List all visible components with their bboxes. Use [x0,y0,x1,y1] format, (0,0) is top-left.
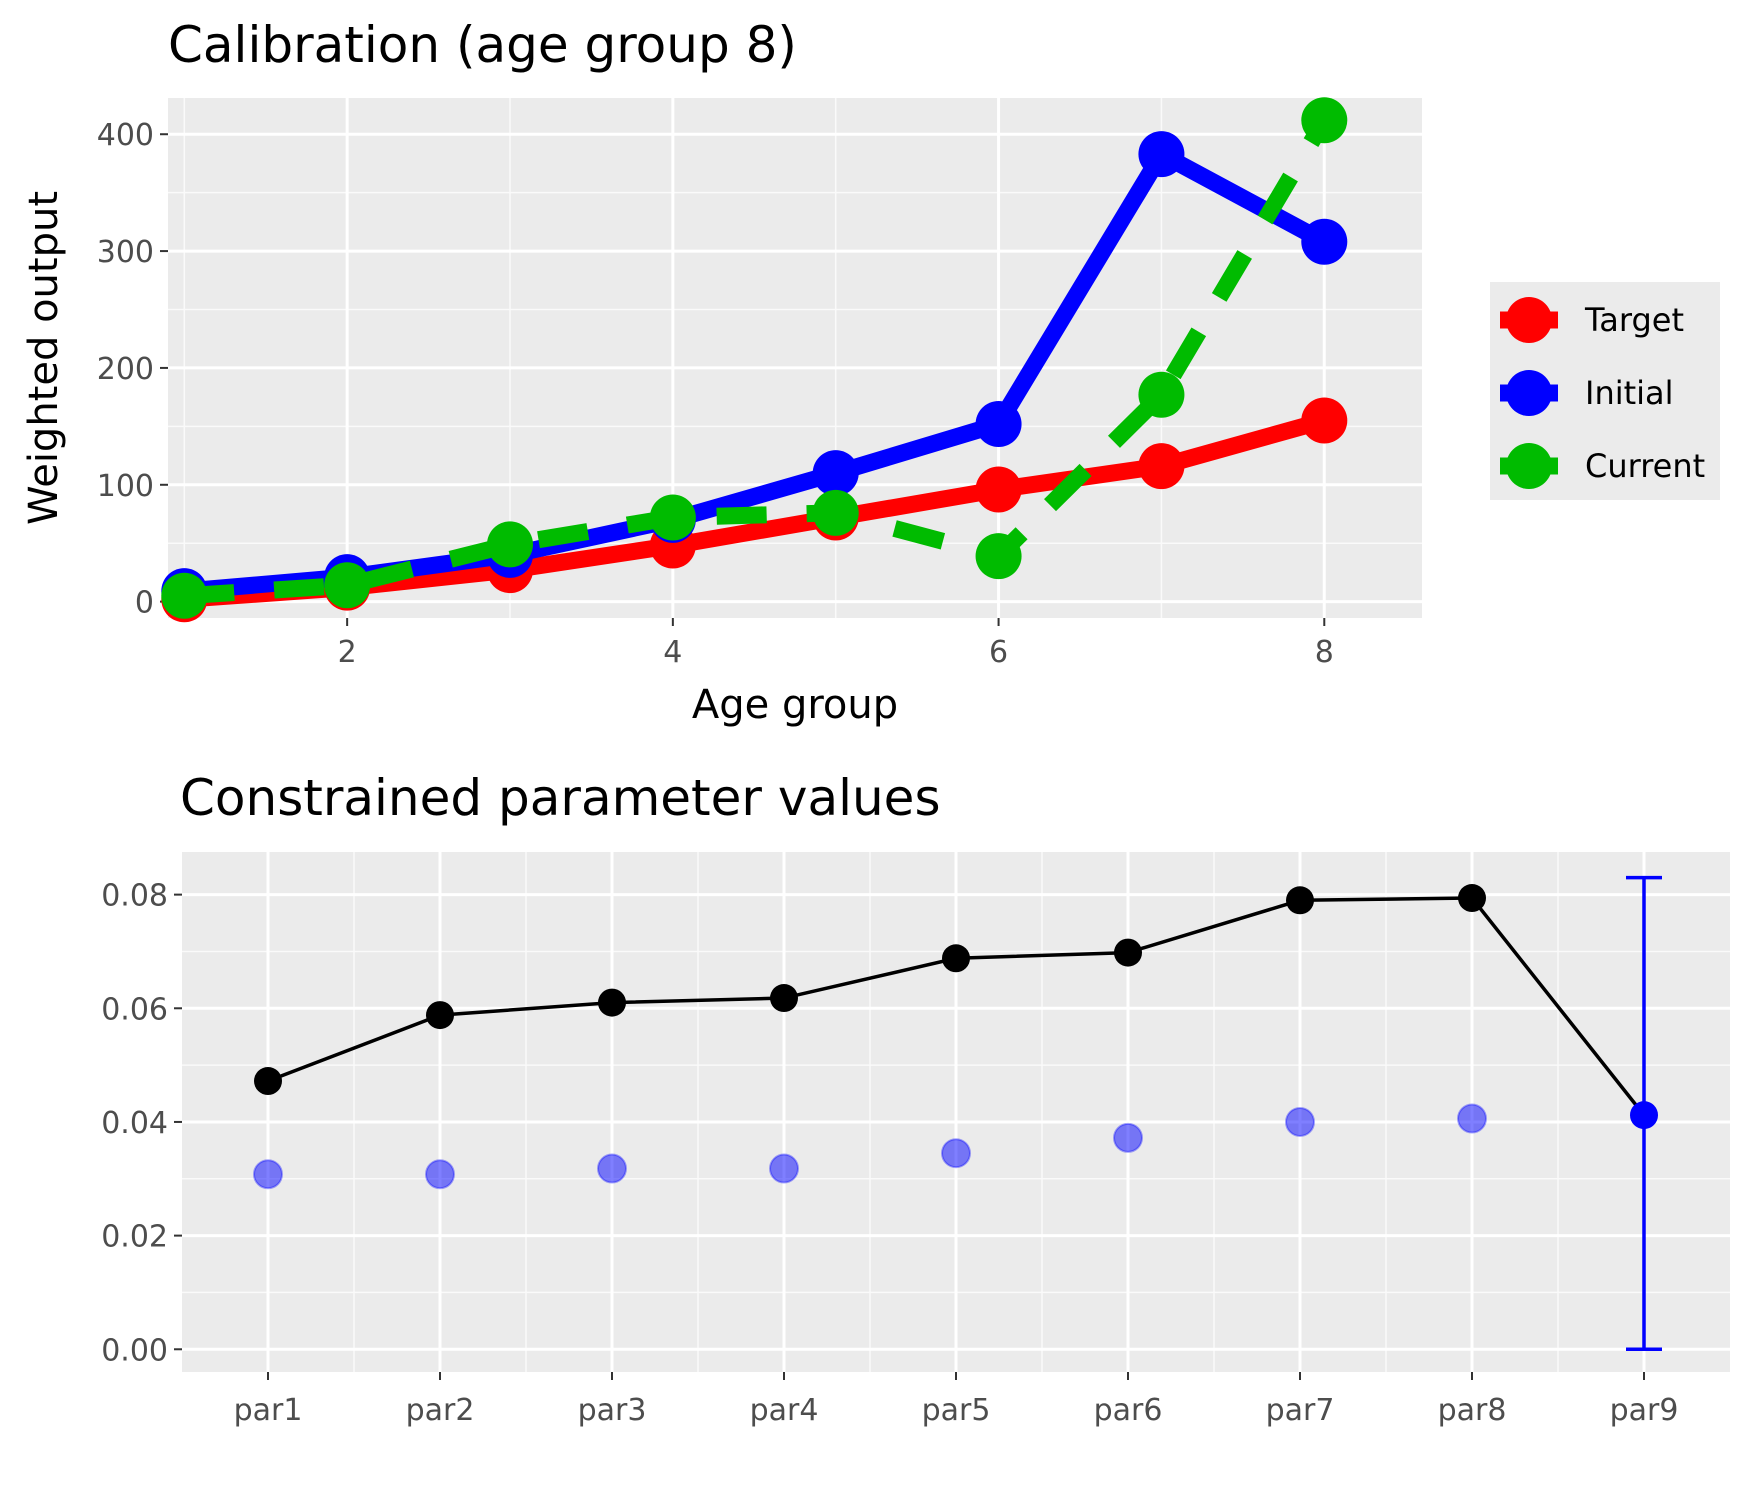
y-tick-label: 0 [135,586,154,621]
initial-value-point [425,1159,455,1190]
estimate-point [942,944,970,973]
initial-value-point [1285,1106,1315,1137]
calibration-legend: Target Initial Current [1490,282,1720,500]
y-tick-label: 0.02 [101,1220,168,1255]
initial-value-point [1113,1122,1143,1153]
initial-value-point [941,1138,971,1169]
data-point-current [975,533,1022,580]
parameter-chart: Constrained parameter values par1 par2 par… [101,769,1730,1428]
legend-key-point-current [1506,443,1552,489]
initial-value-point [253,1159,283,1190]
estimate-point [254,1067,282,1096]
y-tick-label: 0.00 [101,1333,168,1368]
data-point-current [161,572,208,619]
legend-label-current: Current [1585,447,1705,485]
data-point-current [1138,371,1185,418]
data-point-current [812,489,859,536]
data-point-target [975,466,1022,513]
series-line-current [183,115,1332,605]
estimate-point-par9 [1630,1101,1658,1130]
calibration-chart: Calibration (age group 8) 2 4 6 8 0 100 200 300… [21,16,1720,728]
calibration-y-axis-title: Weighted output [21,191,67,525]
x-tick-label: 4 [663,635,682,670]
legend-label-target: Target [1584,301,1684,339]
legend-key-point-initial [1506,370,1552,416]
x-tick-label: par9 [1610,1393,1679,1428]
calibration-chart-title: Calibration (age group 8) [168,16,797,74]
data-point-current [1301,97,1348,144]
calibration-series [161,97,1348,623]
estimate-point [426,1001,454,1030]
initial-value-point [1457,1103,1487,1134]
x-tick-label: 8 [1315,635,1334,670]
x-tick-label: par4 [750,1393,819,1428]
x-tick-label: 2 [338,635,357,670]
y-tick-label: 0.08 [101,879,168,914]
x-tick-label: par8 [1438,1393,1507,1428]
data-point-current [324,562,371,609]
x-tick-label: par2 [406,1393,475,1428]
y-tick-label: 0.04 [101,1106,168,1141]
data-point-initial [812,450,859,497]
estimate-point [770,984,798,1013]
estimate-point [598,988,626,1017]
estimate-point [1286,886,1314,915]
x-tick-label: par5 [922,1393,991,1428]
estimate-point [1114,938,1142,967]
calibration-axes: 2 4 6 8 0 100 200 300 400 [97,118,1334,670]
data-point-current [649,494,696,541]
parameter-series [253,875,1662,1352]
legend-label-initial: Initial [1585,374,1674,412]
parameter-axes: par1 par2 par3 par4 par5 par6 par7 par8 par9 0.00… [101,879,1678,1428]
y-tick-label: 0.06 [101,992,168,1027]
y-tick-label: 300 [97,235,154,270]
calibration-plot-panel [168,98,1422,618]
data-point-initial [1301,218,1348,265]
data-point-initial [1138,131,1185,178]
data-point-current [487,521,533,568]
x-tick-label: par6 [1094,1393,1163,1428]
y-tick-label: 400 [97,118,154,153]
x-tick-label: par1 [234,1393,303,1428]
parameter-chart-title: Constrained parameter values [180,769,941,827]
initial-value-point [769,1153,799,1184]
data-point-target [1138,443,1185,490]
estimate-point [1458,884,1486,913]
legend-key-point-target [1506,297,1552,343]
calibration-x-axis-title: Age group [692,682,898,728]
y-tick-label: 100 [97,469,154,504]
x-tick-label: 6 [989,635,1008,670]
x-tick-label: par7 [1266,1393,1335,1428]
x-tick-label: par3 [578,1393,647,1428]
data-point-target [1301,397,1348,444]
y-tick-label: 200 [97,352,154,387]
initial-value-point [597,1153,627,1184]
data-point-initial [975,401,1022,448]
